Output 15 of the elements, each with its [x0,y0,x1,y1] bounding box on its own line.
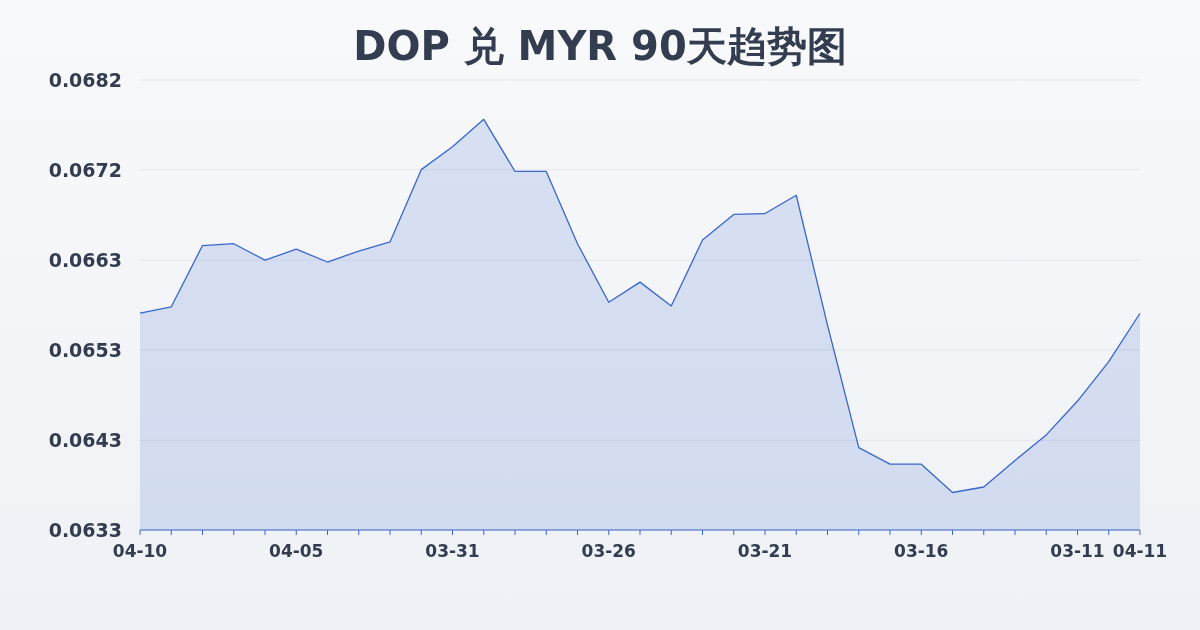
x-tick-label: 03-31 [425,541,480,561]
y-tick-label: 0.0653 [48,338,122,361]
x-tick-label: 03-16 [894,541,949,561]
y-tick-label: 0.0633 [48,519,122,541]
y-tick-label: 0.0672 [48,158,122,181]
x-tick-label: 04-05 [269,541,324,561]
x-tick-label: 03-21 [737,541,793,561]
chart-title: DOP 兑 MYR 90天趋势图 [353,23,847,69]
x-tick-label: 04-10 [112,541,168,561]
x-tick-label: 04-11 [1112,541,1168,561]
y-tick-label: 0.0643 [48,429,122,452]
x-tick-label: 03-11 [1050,541,1105,561]
y-tick-label: 0.0663 [48,249,122,272]
y-tick-label: 0.0682 [48,69,122,91]
x-tick-label: 03-26 [581,541,636,561]
